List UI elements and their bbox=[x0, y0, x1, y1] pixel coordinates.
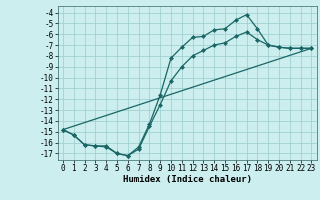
X-axis label: Humidex (Indice chaleur): Humidex (Indice chaleur) bbox=[123, 175, 252, 184]
